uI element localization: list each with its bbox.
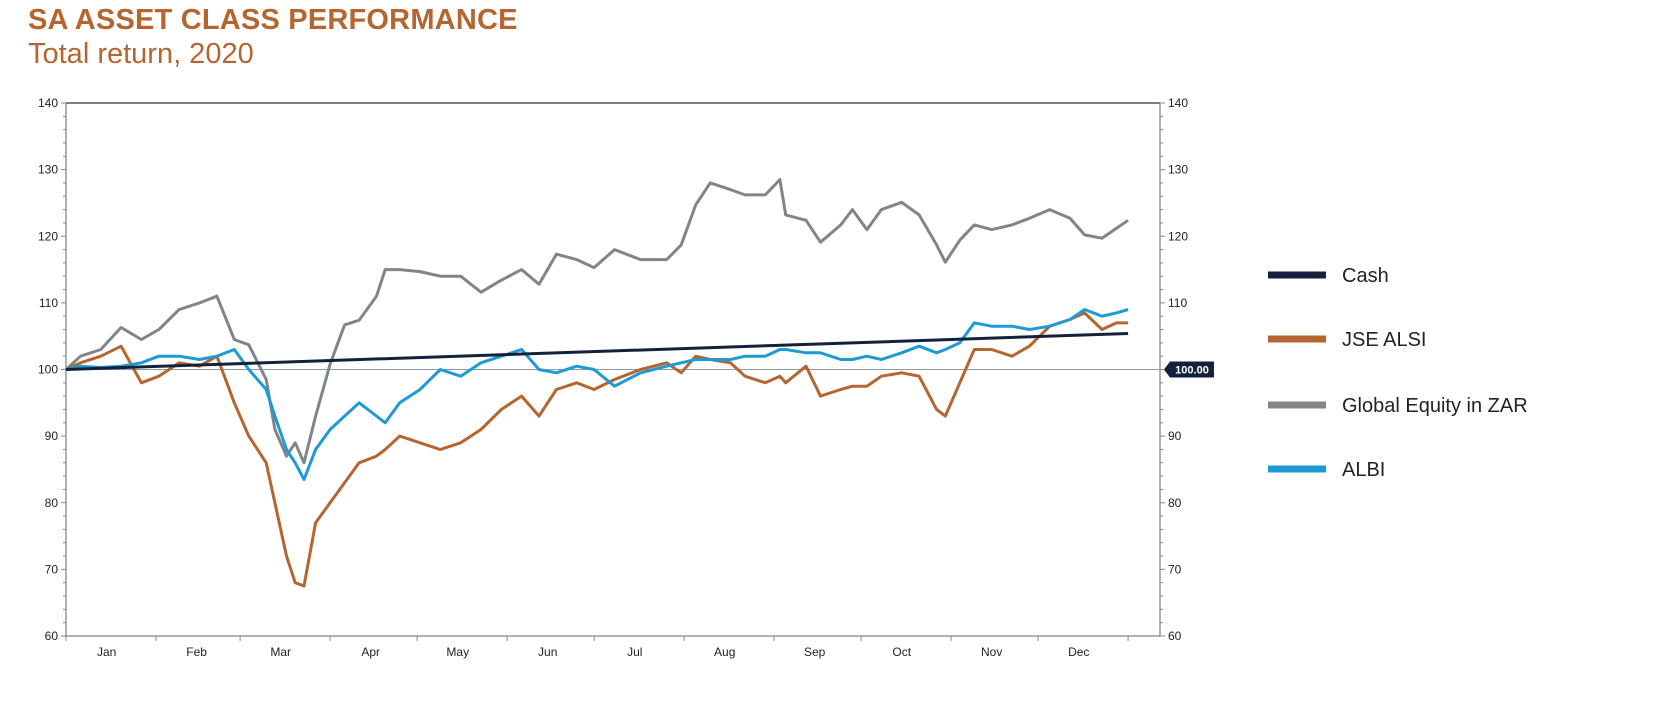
chart-title: SA ASSET CLASS PERFORMANCE <box>28 4 518 36</box>
y-tick-label-right: 80 <box>1168 496 1182 510</box>
y-tick-label-left: 60 <box>45 629 59 643</box>
reference-badge: 100.00 <box>1164 361 1214 378</box>
series-line-global-equity-in-zar <box>64 178 1129 465</box>
x-tick-label: Jun <box>538 645 557 659</box>
x-tick-label: Jan <box>97 645 116 659</box>
chart-subtitle: Total return, 2020 <box>28 38 254 70</box>
y-tick-label-left: 70 <box>45 562 59 576</box>
series-line-cash <box>65 332 1129 371</box>
legend-label: Global Equity in ZAR <box>1342 395 1528 417</box>
series-line-albi <box>65 308 1129 481</box>
y-tick-label-left: 130 <box>38 163 58 177</box>
series-line-jse-alsi <box>65 311 1129 588</box>
y-tick-label-left: 110 <box>39 296 58 310</box>
y-tick-label-right: 110 <box>1168 296 1187 310</box>
x-tick-label: May <box>446 645 469 659</box>
y-tick-label-right: 140 <box>1168 96 1188 110</box>
y-tick-label-right: 70 <box>1168 562 1182 576</box>
y-tick-label-right: 90 <box>1168 429 1182 443</box>
y-tick-label-left: 80 <box>45 496 59 510</box>
legend-label: ALBI <box>1342 459 1385 481</box>
legend-label: Cash <box>1342 265 1389 287</box>
y-tick-label-right: 60 <box>1168 629 1182 643</box>
x-tick-label: Feb <box>186 645 207 659</box>
x-tick-label: Apr <box>361 645 380 659</box>
x-tick-label: Jul <box>627 645 642 659</box>
y-tick-label-left: 140 <box>38 96 58 110</box>
x-tick-label: Oct <box>892 645 911 659</box>
x-tick-label: Nov <box>981 645 1002 659</box>
x-tick-label: Aug <box>714 645 735 659</box>
y-tick-label-left: 90 <box>45 429 59 443</box>
legend-label: JSE ALSI <box>1342 329 1427 351</box>
reference-badge-label: 100.00 <box>1175 365 1209 377</box>
y-tick-label-left: 100 <box>38 363 58 377</box>
x-tick-label: Sep <box>804 645 826 659</box>
y-tick-label-right: 120 <box>1168 229 1188 243</box>
x-tick-label: Mar <box>270 645 291 659</box>
x-tick-label: Dec <box>1068 645 1089 659</box>
y-tick-label-right: 130 <box>1168 163 1188 177</box>
reference-badge-shape <box>1164 361 1214 378</box>
y-tick-label-left: 120 <box>38 229 58 243</box>
